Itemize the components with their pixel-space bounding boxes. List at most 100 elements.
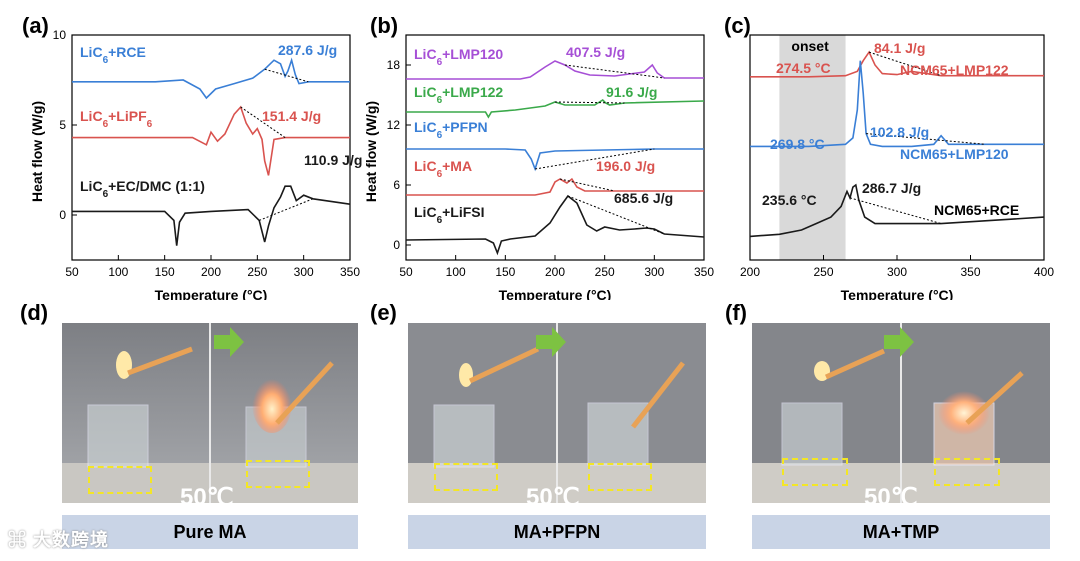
plot-frame [405,34,705,261]
enthalpy-label: 91.6 J/g [606,84,657,100]
enthalpy-label: 286.7 J/g [862,180,921,196]
x-tick-label: 250 [595,265,615,279]
panel-label: (a) [22,13,49,38]
onset-temperature-label: 269.8 °C [770,136,825,152]
y-tick-label: 6 [393,178,400,192]
photo-scene-e [408,323,706,503]
series-label: LiC6+LiPF6 [80,108,153,130]
temperature-label: 50℃ [864,484,918,503]
x-axis-label: Temperature (°C) [841,287,954,300]
series-line [750,60,1044,148]
series-line [72,57,350,100]
x-tick-label: 350 [340,265,360,279]
enthalpy-label: 287.6 J/g [278,42,337,58]
x-tick-label: 300 [294,265,314,279]
integration-baseline [535,148,655,170]
integration-baseline [849,197,942,225]
beaker [87,404,149,468]
integration-baseline [567,195,665,235]
x-tick-label: 400 [1034,265,1054,279]
series-line [749,183,1045,238]
flame-icon [459,363,473,387]
series-label: LiC6+LMP122 [414,84,503,106]
enthalpy-label: 685.6 J/g [614,190,673,206]
x-tick-label: 150 [495,265,515,279]
highlight-box [934,458,1000,486]
x-tick-label: 350 [960,265,980,279]
series-line [406,177,704,196]
plot-frame [71,34,351,261]
arrow-right-icon [536,327,566,357]
y-axis-label: Heat flow (W/g) [363,101,379,202]
y-tick-label: 10 [53,28,67,42]
lighter-stick [468,346,540,384]
series-label: NCM65+LMP120 [900,146,1009,162]
series-line [406,148,704,172]
series-line [750,50,1044,78]
x-tick-label: 200 [545,265,565,279]
y-tick-label: 0 [393,238,400,252]
series-label: LiC6+LiFSI [414,204,485,226]
integration-baseline [868,51,942,77]
panel-label-f: (f) [725,300,747,325]
y-tick-label: 0 [59,208,66,222]
enthalpy-label: 110.9 J/g [304,152,362,168]
integration-baseline [264,68,309,83]
series-line [405,194,705,256]
y-tick-label: 5 [59,118,66,132]
arrow-right-icon [214,327,244,357]
series-line [406,60,704,80]
x-tick-label: 50 [399,265,413,279]
highlight-box [88,466,152,494]
integration-baseline [564,64,665,79]
highlight-box [434,463,498,491]
lighter-stick [127,346,193,376]
series-label: LiC6+RCE [80,44,146,66]
y-tick-label: 18 [387,58,401,72]
x-axis-label: Temperature (°C) [499,287,612,300]
flame-icon [252,373,292,433]
series-label: NCM65+RCE [934,202,1019,218]
highlight-box [246,460,310,488]
x-tick-label: 200 [740,265,760,279]
beaker [433,404,495,468]
y-tick-label: 12 [387,118,401,132]
series-line [72,185,351,246]
x-tick-label: 300 [887,265,907,279]
integration-baseline [259,198,314,221]
x-tick-label: 100 [446,265,466,279]
photo-pure-ma: 50℃ [62,323,358,503]
onset-label: onset [791,38,829,54]
integration-baseline [559,178,615,192]
x-tick-label: 100 [108,265,128,279]
photo-caption-f: MA+TMP [752,515,1050,549]
series-label: NCM65+LMP122 [900,62,1009,78]
x-tick-label: 200 [201,265,221,279]
x-axis-label: Temperature (°C) [155,287,268,300]
x-tick-label: 300 [644,265,664,279]
panel-label: (b) [370,13,398,38]
photo-ma-tmp: 50℃ [752,323,1050,503]
temperature-label: 50℃ [180,484,234,503]
y-axis-label: Heat flow (W/g) [29,101,45,202]
series-label: LiC6+MA [414,158,472,180]
enthalpy-label: 196.0 J/g [596,158,655,174]
x-tick-label: 350 [694,265,714,279]
x-tick-label: 150 [155,265,175,279]
onset-band [779,35,846,260]
x-tick-label: 250 [813,265,833,279]
x-tick-label: 250 [247,265,267,279]
lighter-stick [824,348,886,380]
enthalpy-label: 151.4 J/g [262,108,321,124]
photo-caption-e: MA+PFPN [408,515,706,549]
arrow-right-icon [884,327,914,357]
beaker [781,402,843,466]
series-label: LiC6+PFPN [414,119,488,141]
enthalpy-label: 407.5 J/g [566,44,625,60]
beaker [587,402,649,466]
lighter-stick [965,371,1024,425]
photo-caption-d: Pure MA [62,515,358,549]
onset-temperature-label: 235.6 °C [762,192,817,208]
highlight-box [782,458,848,486]
